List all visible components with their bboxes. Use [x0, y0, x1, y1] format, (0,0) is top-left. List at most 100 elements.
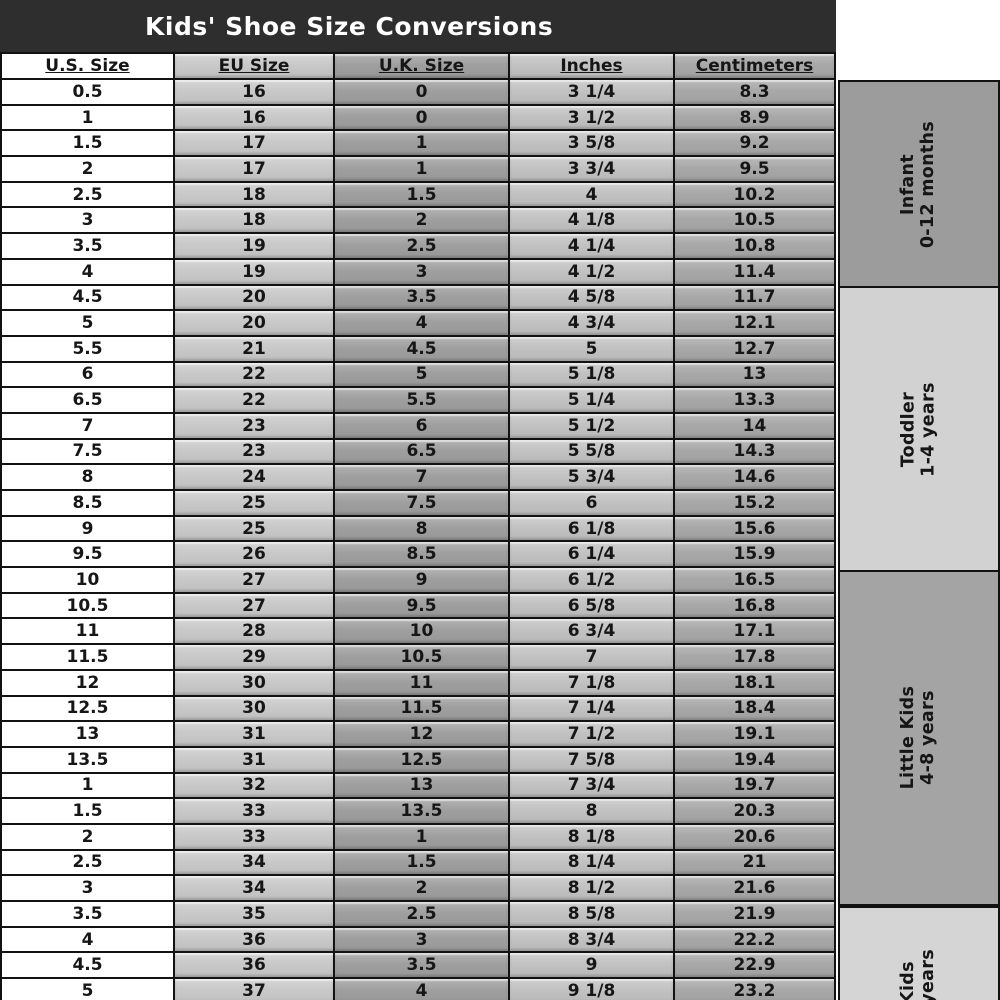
table-cell: 22.9	[675, 953, 834, 978]
table-cell: 8 3/4	[510, 927, 673, 952]
table-cell: 3.5	[2, 902, 173, 926]
table-cell: 19	[175, 234, 333, 258]
table-cell: 7	[2, 413, 173, 438]
table-cell: 20	[175, 285, 333, 310]
table-cell: 8 1/2	[510, 876, 673, 900]
table-cell: 6	[510, 491, 673, 515]
table-cell: 10.2	[675, 182, 834, 207]
table-cell: 8	[335, 516, 508, 541]
table-cell: 8 1/4	[510, 850, 673, 875]
age-group-little-kids-text: Little Kids 4-8 years	[898, 686, 938, 790]
table-cell: 20.3	[675, 799, 834, 823]
table-cell: 11.4	[675, 259, 834, 284]
table-cell: 3.5	[2, 234, 173, 258]
table-cell: 4 1/2	[510, 259, 673, 284]
table-cell: 3	[2, 208, 173, 233]
table-cell: 4	[510, 182, 673, 207]
table-cell: 9	[510, 953, 673, 978]
table-cell: 2.5	[335, 902, 508, 926]
table-cell: 1.5	[335, 182, 508, 207]
table-cell: 2.5	[2, 182, 173, 207]
table-cell: 30	[175, 696, 333, 721]
table-cell: 2	[335, 876, 508, 900]
table-cell: 23.2	[675, 979, 834, 1000]
table-cell: 30	[175, 670, 333, 695]
table-cell: 3	[335, 927, 508, 952]
table-cell: 6 3/4	[510, 619, 673, 644]
table-cell: 18.1	[675, 670, 834, 695]
table-cell: 18.4	[675, 696, 834, 721]
table-cell: 12.5	[2, 696, 173, 721]
table-cell: 1.5	[2, 799, 173, 823]
table-cell: 11.7	[675, 285, 834, 310]
table-cell: 5.5	[2, 336, 173, 361]
table-cell: 14.6	[675, 465, 834, 489]
age-group-big-kids-text: Big Kids 8-12 years	[898, 949, 939, 1000]
table-cell: 7 1/4	[510, 696, 673, 721]
table-cell: 8.9	[675, 105, 834, 130]
table-cell: 5 1/4	[510, 388, 673, 412]
table-cell: 9.5	[2, 542, 173, 567]
table-cell: 7 5/8	[510, 747, 673, 772]
table-cell: 13	[335, 773, 508, 798]
column-header: Centimeters	[675, 54, 834, 78]
table-cell: 12.7	[675, 336, 834, 361]
table-cell: 17.8	[675, 645, 834, 669]
conversion-table: U.S. Size EU Size U.K. Size Inches Centimete…	[0, 52, 836, 1000]
table-cell: 4 5/8	[510, 285, 673, 310]
table-cell: 11.5	[2, 645, 173, 669]
table-cell: 21	[675, 850, 834, 875]
table-cell: 21.6	[675, 876, 834, 900]
table-cell: 3 5/8	[510, 131, 673, 156]
chart-title-bar: Kids' Shoe Size Conversions	[0, 0, 836, 52]
table-cell: 2.5	[335, 234, 508, 258]
table-cell: 8.5	[2, 491, 173, 515]
table-cell: 27	[175, 593, 333, 618]
table-cell: 28	[175, 619, 333, 644]
column-header: U.K. Size	[335, 54, 508, 78]
table-cell: 34	[175, 876, 333, 900]
table-cell: 33	[175, 799, 333, 823]
table-cell: 10	[2, 568, 173, 592]
table-cell: 13.5	[2, 747, 173, 772]
table-cell: 8 1/8	[510, 824, 673, 849]
table-cell: 13.5	[335, 799, 508, 823]
table-cell: 9.2	[675, 131, 834, 156]
table-cell: 31	[175, 722, 333, 746]
table-cell: 26	[175, 542, 333, 567]
table-cell: 4	[2, 259, 173, 284]
table-cell: 10	[335, 619, 508, 644]
table-cell: 19	[175, 259, 333, 284]
age-group-toddler-text: Toddler 1-4 years	[898, 383, 938, 478]
table-cell: 34	[175, 850, 333, 875]
table-cell: 10.5	[335, 645, 508, 669]
table-cell: 32	[175, 773, 333, 798]
table-cell: 20	[175, 311, 333, 335]
table-cell: 36	[175, 927, 333, 952]
table-cell: 16	[175, 80, 333, 104]
table-cell: 5	[335, 362, 508, 387]
table-cell: 1	[335, 824, 508, 849]
table-cell: 37	[175, 979, 333, 1000]
table-cell: 7	[335, 465, 508, 489]
table-cell: 13	[675, 362, 834, 387]
table-cell: 16	[175, 105, 333, 130]
table-cell: 7.5	[335, 491, 508, 515]
table-cell: 10.5	[675, 208, 834, 233]
table-cell: 31	[175, 747, 333, 772]
age-group-big-kids: Big Kids 8-12 years	[838, 906, 1000, 1000]
age-group-range: 8-12 years	[918, 949, 939, 1000]
table-cell: 0	[335, 80, 508, 104]
table-cell: 16.5	[675, 568, 834, 592]
table-cell: 33	[175, 824, 333, 849]
table-cell: 12	[2, 670, 173, 695]
age-group-range: 0-12 months	[918, 121, 938, 249]
table-cell: 15.2	[675, 491, 834, 515]
table-cell: 20.6	[675, 824, 834, 849]
table-cell: 7 1/8	[510, 670, 673, 695]
table-cell: 8 5/8	[510, 902, 673, 926]
table-cell: 35	[175, 902, 333, 926]
table-cell: 6 5/8	[510, 593, 673, 618]
table-cell: 11	[335, 670, 508, 695]
table-cell: 5	[2, 311, 173, 335]
